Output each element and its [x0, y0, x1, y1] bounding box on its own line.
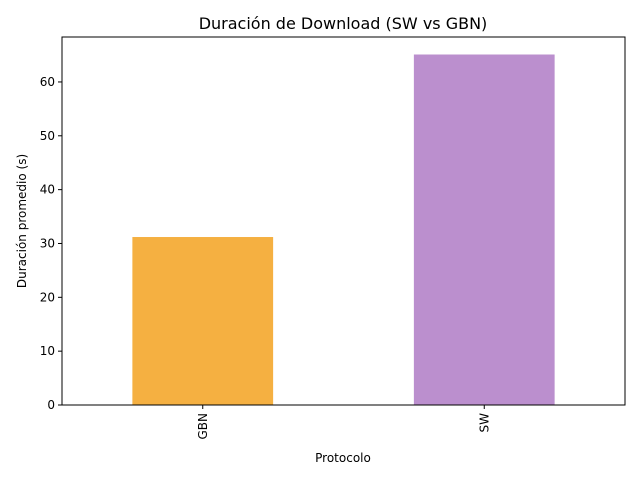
- y-tick-label-40: 40: [40, 183, 55, 197]
- y-axis-label: Duración promedio (s): [15, 154, 29, 288]
- x-tick-label-gbn: GBN: [196, 413, 210, 440]
- bar-sw: [413, 54, 555, 406]
- y-tick-label-0: 0: [47, 398, 55, 412]
- y-tick-label-10: 10: [40, 344, 55, 358]
- y-tick-label-60: 60: [40, 75, 55, 89]
- chart-title: Duración de Download (SW vs GBN): [199, 14, 488, 33]
- y-tick-label-20: 20: [40, 290, 55, 304]
- x-axis-label: Protocolo: [315, 451, 371, 465]
- x-axis: GBN SW: [196, 405, 491, 440]
- y-tick-label-30: 30: [40, 236, 55, 250]
- x-tick-label-sw: SW: [477, 413, 491, 433]
- plot-frame: [61, 36, 626, 406]
- bars-group: [132, 54, 555, 406]
- y-tick-label-50: 50: [40, 129, 55, 143]
- y-axis: 0 10 20 30 40 50 60: [40, 75, 62, 412]
- bar-gbn: [132, 237, 274, 405]
